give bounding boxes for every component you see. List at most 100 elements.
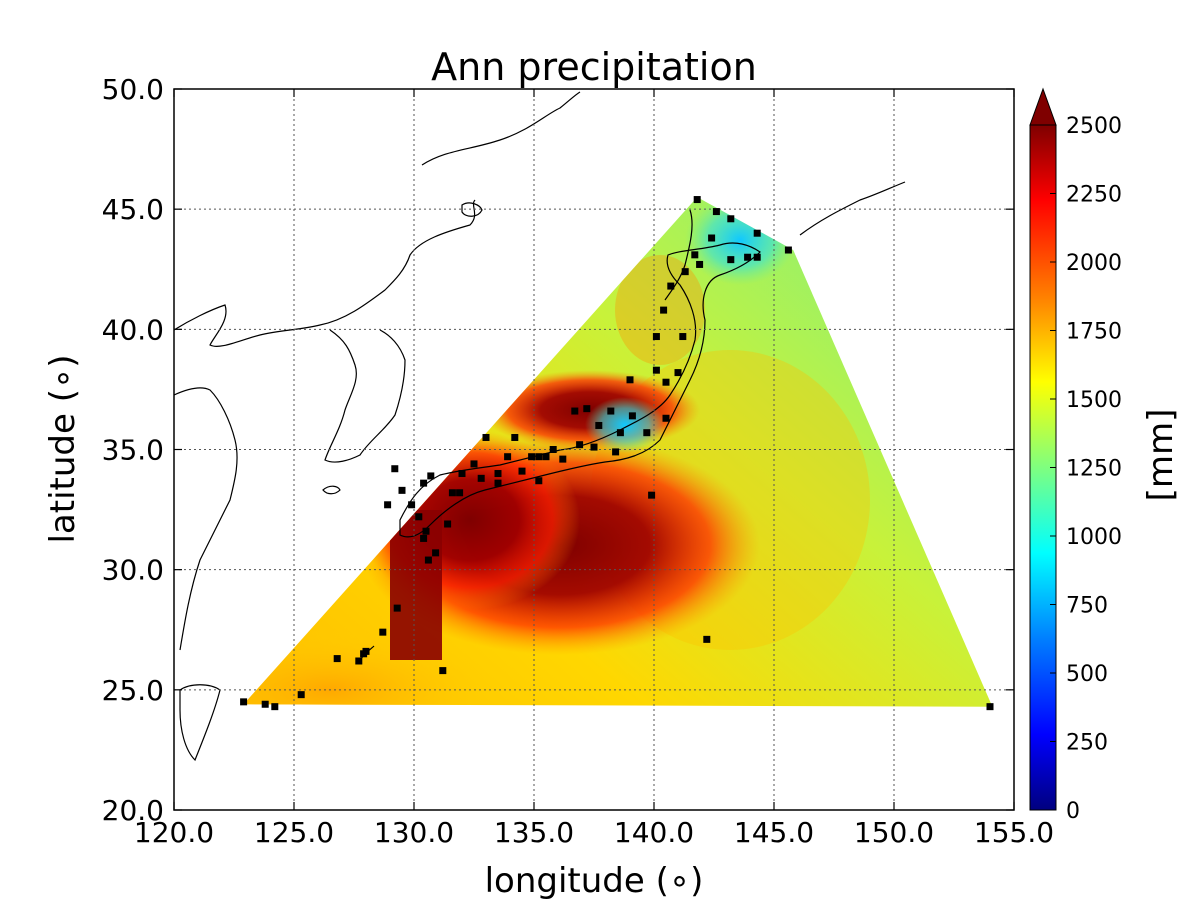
y-tick-label: 25.0 — [102, 674, 164, 707]
y-tick-label: 30.0 — [102, 554, 164, 587]
chart-title: Ann precipitation — [431, 45, 757, 89]
station-marker — [628, 412, 636, 420]
station-marker — [693, 196, 701, 204]
y-tick-label: 35.0 — [102, 434, 164, 467]
y-tick-label: 20.0 — [102, 794, 164, 827]
station-marker — [784, 246, 792, 254]
station-marker — [648, 491, 656, 499]
station-marker — [576, 441, 584, 449]
station-marker — [420, 534, 428, 542]
station-marker — [477, 474, 485, 482]
station-marker — [616, 429, 624, 437]
station-marker — [595, 421, 603, 429]
station-marker — [662, 378, 670, 386]
station-marker — [753, 229, 761, 237]
station-marker — [271, 703, 279, 711]
station-marker — [590, 443, 598, 451]
station-marker — [542, 453, 550, 461]
colorbar: 0 250 500 750 1000 1250 1500 1750 2000 2250 2500 [… — [1029, 87, 1181, 824]
station-marker — [439, 667, 447, 675]
station-marker — [408, 501, 416, 509]
station-marker — [444, 520, 452, 528]
station-marker — [432, 549, 440, 557]
station-marker — [643, 429, 651, 437]
station-marker — [333, 655, 341, 663]
y-axis: 20.0 25.0 30.0 35.0 40.0 45.0 50.0 — [102, 73, 1014, 827]
x-tick-label: 155.0 — [974, 816, 1054, 849]
station-marker — [422, 527, 430, 535]
station-marker — [708, 234, 716, 242]
station-marker — [626, 376, 634, 384]
station-marker — [458, 470, 466, 478]
station-marker — [297, 691, 305, 699]
colorbar-tick-label: 1500 — [1066, 388, 1122, 413]
colorbar-ticks: 0 250 500 750 1000 1250 1500 1750 2000 2250 2500 — [1050, 114, 1122, 824]
colorbar-tick-label: 2250 — [1066, 183, 1122, 208]
station-marker — [448, 489, 456, 497]
station-marker — [607, 407, 615, 415]
y-tick-label: 40.0 — [102, 313, 164, 346]
station-marker — [549, 446, 557, 453]
station-marker — [261, 700, 269, 708]
x-axis-title: longitude (∘) — [485, 861, 704, 900]
station-marker — [398, 486, 406, 494]
station-marker — [535, 453, 543, 461]
station-marker — [391, 465, 399, 473]
station-marker — [691, 251, 699, 259]
station-marker — [393, 604, 401, 612]
station-marker — [753, 253, 761, 261]
colorbar-tick-label: 750 — [1066, 594, 1108, 619]
x-tick-label: 130.0 — [374, 816, 454, 849]
station-marker — [355, 657, 363, 665]
station-marker — [612, 448, 620, 456]
x-tick-label: 140.0 — [614, 816, 694, 849]
station-marker — [696, 260, 704, 268]
station-marker — [424, 556, 432, 564]
colorbar-tick-label: 250 — [1066, 731, 1108, 756]
station-marker — [744, 253, 752, 261]
station-marker — [662, 414, 670, 422]
y-tick-label: 50.0 — [102, 73, 164, 106]
station-marker — [712, 208, 720, 216]
station-marker — [652, 333, 660, 341]
station-marker — [518, 467, 526, 475]
station-marker — [535, 477, 543, 485]
station-marker — [674, 369, 682, 377]
x-axis: 120.0 125.0 130.0 135.0 140.0 145.0 150.0 155.0 — [134, 89, 1054, 849]
station-marker — [427, 472, 435, 480]
colorbar-tick-label: 2500 — [1066, 114, 1122, 139]
station-marker — [482, 433, 490, 441]
station-marker — [384, 501, 392, 509]
station-marker — [571, 407, 579, 415]
colorbar-tick-label: 1250 — [1066, 457, 1122, 482]
x-tick-label: 125.0 — [254, 816, 334, 849]
station-marker — [986, 703, 994, 711]
colorbar-tick-label: 1000 — [1066, 525, 1122, 550]
station-marker — [379, 628, 387, 636]
station-marker — [494, 479, 502, 487]
coastlines — [174, 91, 906, 762]
colorbar-tick-label: 2000 — [1066, 251, 1122, 276]
station-marker — [703, 635, 711, 643]
station-marker — [583, 405, 591, 413]
station-marker — [470, 460, 478, 468]
station-marker — [679, 333, 687, 341]
station-marker — [494, 470, 502, 478]
station-marker — [511, 433, 519, 441]
station-marker — [727, 256, 735, 264]
station-marker — [667, 282, 675, 290]
station-marker — [681, 268, 689, 276]
station-marker — [504, 453, 512, 461]
station-marker — [727, 215, 735, 223]
station-marker — [456, 489, 464, 497]
x-tick-label: 150.0 — [854, 816, 934, 849]
y-tick-label: 45.0 — [102, 193, 164, 226]
colorbar-tick-label: 0 — [1066, 799, 1080, 824]
colorbar-tick-label: 1750 — [1066, 320, 1122, 345]
colorbar-tick-label: 500 — [1066, 662, 1108, 687]
y-axis-title: latitude (∘) — [43, 354, 83, 543]
colorbar-label: [mm] — [1141, 409, 1181, 502]
x-tick-label: 145.0 — [734, 816, 814, 849]
station-marker — [528, 453, 536, 461]
